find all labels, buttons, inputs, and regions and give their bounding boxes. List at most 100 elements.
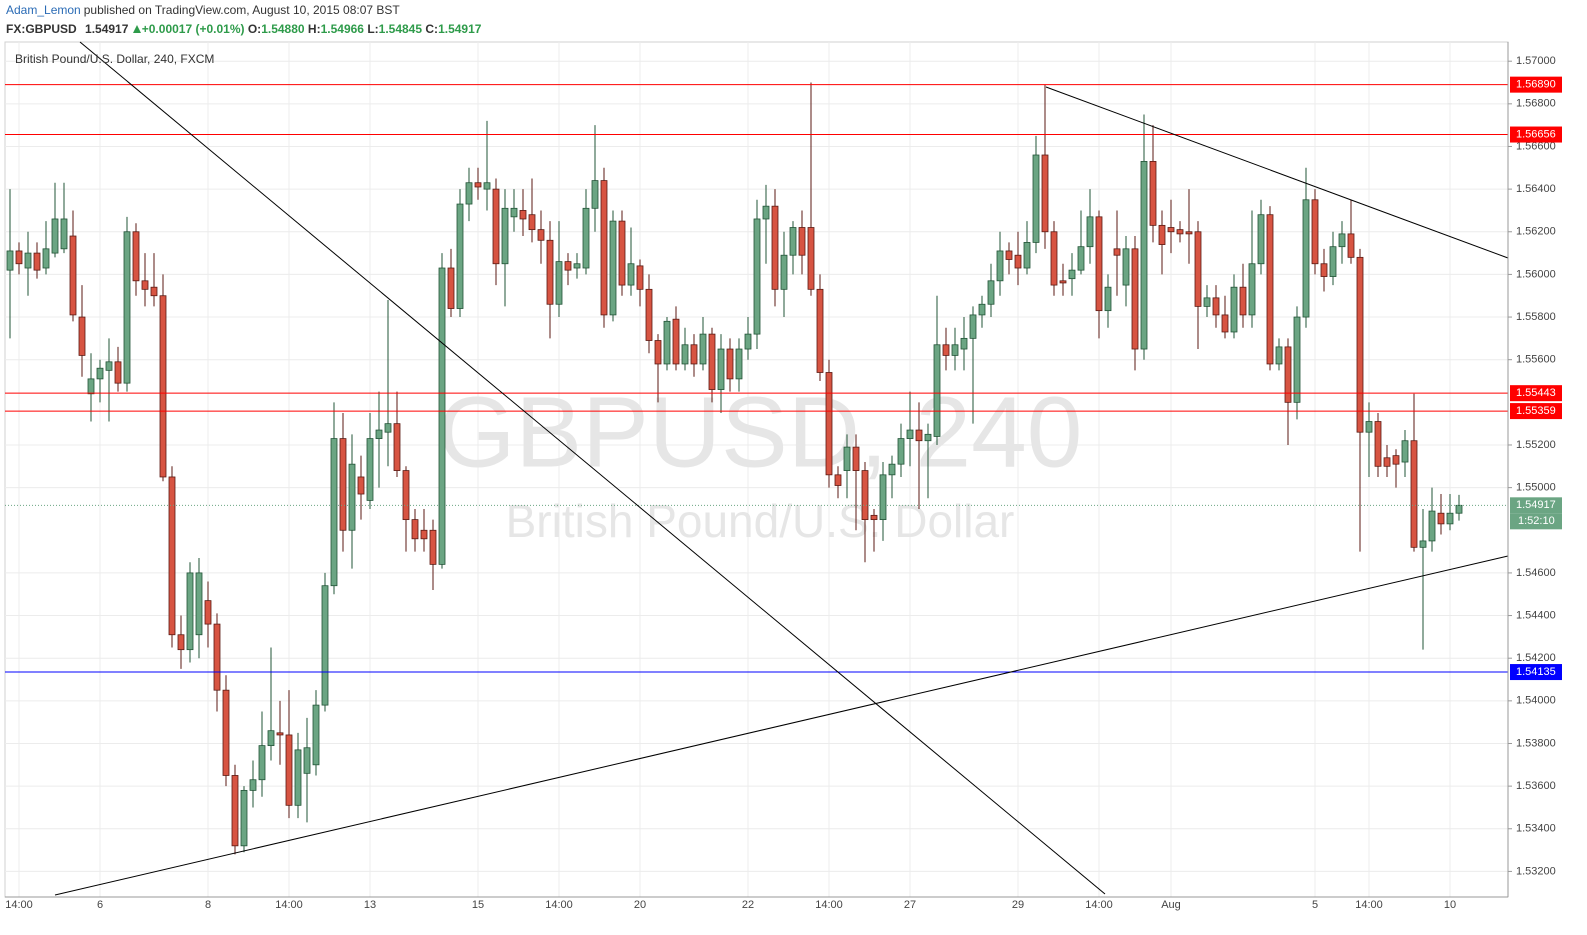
- candle-body: [1239, 286, 1247, 316]
- candle-body: [753, 218, 761, 335]
- candle-body: [1077, 246, 1085, 271]
- candle-body: [330, 438, 338, 587]
- candle-body: [1104, 286, 1112, 312]
- y-tick-label: 1.55600: [1516, 354, 1556, 366]
- candle-body: [1068, 269, 1076, 280]
- candle-body: [1419, 540, 1427, 548]
- candle-body: [267, 730, 275, 747]
- y-tick-label: 1.54000: [1516, 695, 1556, 707]
- x-tick-label: 20: [634, 899, 646, 911]
- candle-body: [681, 344, 689, 365]
- candle-body: [1005, 250, 1013, 260]
- candle-body: [1158, 224, 1166, 245]
- candle-body: [105, 361, 113, 371]
- candle-body: [663, 320, 671, 365]
- candle-body: [303, 747, 311, 774]
- candle-body: [1311, 199, 1319, 265]
- x-tick-label: 5: [1312, 899, 1318, 911]
- candle-body: [1149, 161, 1157, 226]
- last-price-box: [1510, 497, 1562, 514]
- axes: 1.53200 1.53400 1.53600 1.53800 1.54000 1.542…: [5, 55, 1562, 911]
- candle-body: [1248, 263, 1256, 316]
- last: 1.54917: [85, 22, 129, 36]
- x-tick-label: 14:00: [1085, 899, 1113, 911]
- candle-body: [177, 634, 185, 651]
- candle-body: [366, 438, 374, 501]
- candle-body: [384, 423, 392, 433]
- x-tick-label: 13: [364, 899, 376, 911]
- candle-body: [348, 463, 356, 531]
- candle-body: [843, 446, 851, 471]
- candle-body: [789, 227, 797, 256]
- candle-body: [60, 218, 68, 250]
- candle-body: [771, 205, 779, 290]
- candle-body: [1167, 227, 1175, 233]
- candle-body: [519, 210, 527, 220]
- candle-body: [591, 180, 599, 209]
- candle-body: [1140, 161, 1148, 350]
- chart-title: British Pound/U.S. Dollar, 240, FXCM: [15, 52, 214, 66]
- candle-body: [564, 261, 572, 271]
- candle-body: [708, 333, 716, 390]
- candle-body: [393, 423, 401, 471]
- candle-body: [798, 227, 806, 256]
- candle-body: [888, 463, 896, 476]
- y-tick-label: 1.54600: [1516, 567, 1556, 579]
- candle-body: [150, 286, 158, 297]
- candle-body: [159, 295, 167, 478]
- candle-body: [618, 220, 626, 286]
- candle-body: [24, 252, 32, 269]
- y-tick-label: 1.53600: [1516, 780, 1556, 792]
- candle-body: [1329, 246, 1337, 277]
- y-tick-label: 1.55800: [1516, 311, 1556, 323]
- candle-body: [1356, 256, 1364, 433]
- candle-body: [1050, 231, 1058, 286]
- candle-body: [276, 732, 284, 736]
- candle-body: [1059, 280, 1067, 284]
- candle-body: [978, 303, 986, 316]
- candle-body: [1410, 440, 1418, 548]
- candle-body: [1293, 316, 1301, 403]
- y-tick-label: 1.55000: [1516, 482, 1556, 494]
- author[interactable]: Adam_Lemon: [6, 3, 81, 17]
- open-label: O:: [247, 22, 262, 36]
- candle-body: [186, 572, 194, 651]
- candle-body: [735, 348, 743, 380]
- close: 1.54917: [438, 22, 482, 36]
- high-label: H:: [307, 22, 321, 36]
- close-label: C:: [425, 22, 439, 36]
- candle-body: [1212, 297, 1220, 316]
- candle-body: [1347, 233, 1355, 258]
- candle-body: [447, 267, 455, 309]
- candle-body: [375, 429, 383, 439]
- candle-body: [852, 446, 860, 471]
- plot-area: [4, 41, 1509, 898]
- trend-line: [54, 555, 1509, 896]
- candle-body: [1122, 248, 1130, 286]
- candle-body: [1086, 216, 1094, 248]
- price-label: 1.55359: [1516, 405, 1556, 417]
- candle-body: [915, 429, 923, 442]
- candle-body: [987, 280, 995, 305]
- candle-body: [114, 361, 122, 384]
- trend-line: [79, 41, 1106, 895]
- x-tick-label: 14:00: [545, 899, 573, 911]
- candle-body: [951, 344, 959, 356]
- y-tick-label: 1.53400: [1516, 823, 1556, 835]
- price-label: 1.56656: [1516, 128, 1556, 140]
- candle-body: [42, 248, 50, 269]
- candle-body: [546, 239, 554, 305]
- candle-body: [312, 704, 320, 766]
- candle-body: [15, 250, 23, 265]
- x-tick-label: Aug: [1161, 899, 1181, 911]
- candle-body: [897, 438, 905, 465]
- candle-body: [213, 623, 221, 691]
- candle-body: [645, 288, 653, 341]
- x-tick-label: 15: [472, 899, 484, 911]
- x-tick-label: 22: [742, 899, 754, 911]
- candle-body: [528, 214, 536, 231]
- candle-body: [942, 344, 950, 356]
- high: 1.54966: [320, 22, 364, 36]
- candle-body: [195, 572, 203, 636]
